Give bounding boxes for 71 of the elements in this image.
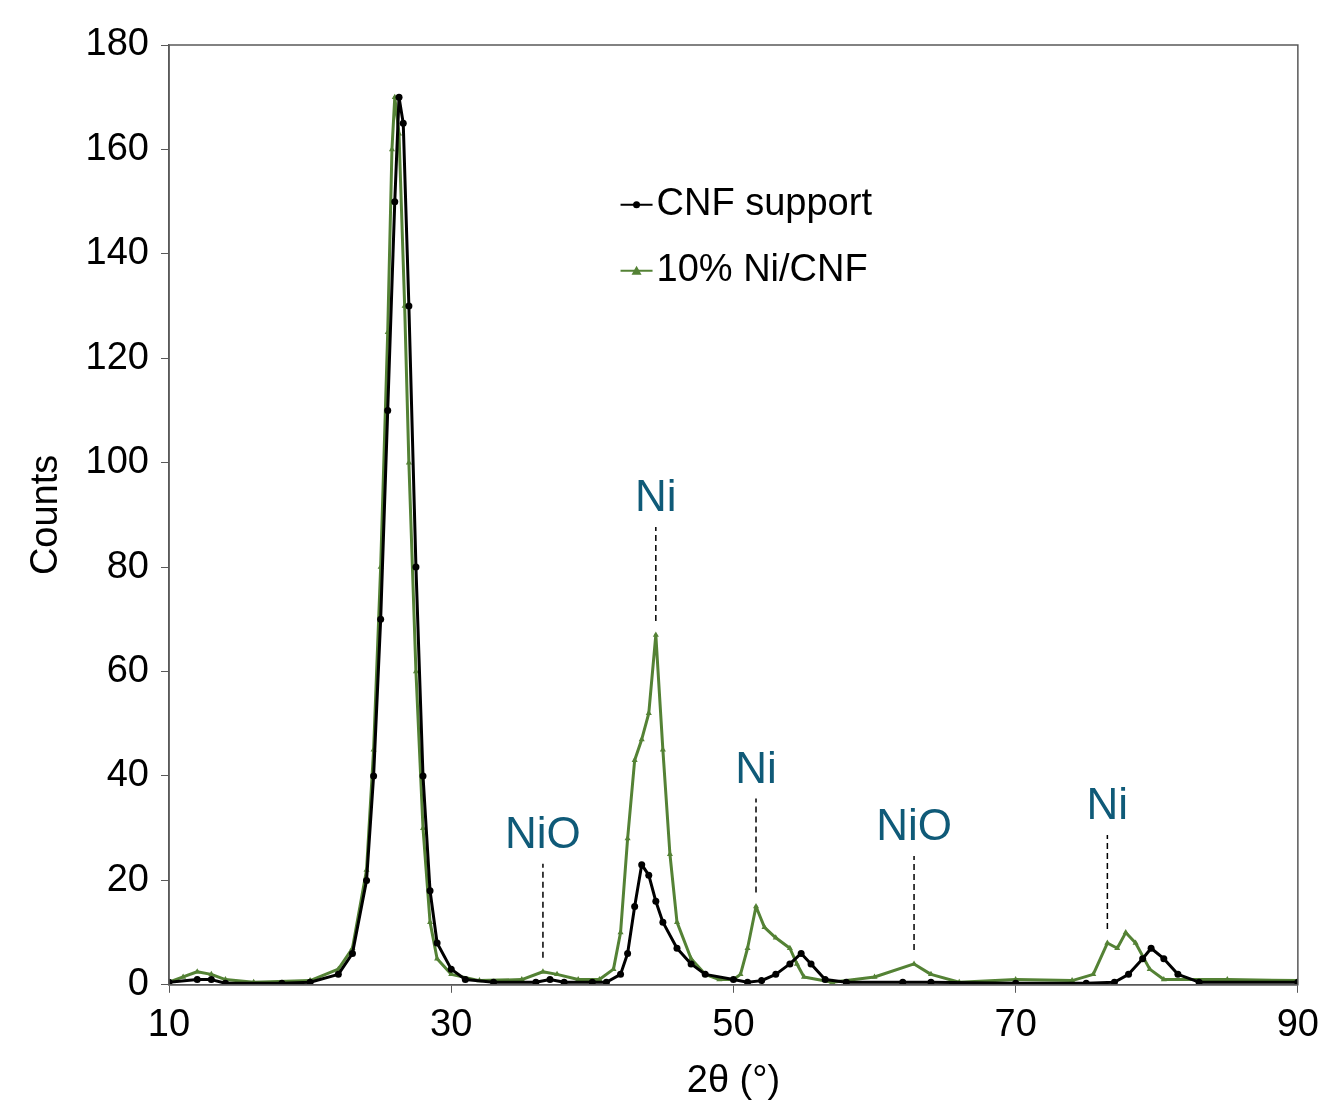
point [433,939,441,947]
y-tick-label: 20 [106,856,149,899]
point [1125,970,1133,978]
point [1110,978,1118,985]
point [1147,944,1155,952]
x-tick-label: 90 [1276,1002,1320,1045]
point [348,949,356,957]
point [412,563,420,571]
y-tick-label: 80 [106,543,149,586]
point [772,970,780,978]
point [638,861,646,869]
y-axis-title: Counts [23,454,66,576]
point [617,970,625,978]
y-tick-label: 0 [127,961,149,1004]
point [1174,970,1182,978]
point [652,897,660,905]
point [842,978,850,985]
point [588,978,596,985]
point [758,977,766,985]
point [405,302,413,310]
point [419,772,427,780]
y-tick-label: 180 [85,21,149,64]
x-tick-label: 70 [994,1002,1037,1045]
x-tick-label: 30 [430,1002,473,1045]
point [370,772,378,780]
legend-label: CNF support [656,181,873,224]
point [631,902,639,910]
point [821,976,829,984]
y-tick-label: 160 [85,125,149,168]
x-tick-label: 10 [147,1002,191,1045]
point [384,406,392,414]
annotation: NiO [876,800,952,850]
y-tick-label: 100 [85,439,149,482]
point [334,970,342,978]
point [673,944,681,952]
point [395,93,403,101]
x-axis-title: 2θ (°) [686,1057,781,1100]
point [1139,955,1147,963]
y-tick-label: 60 [106,648,149,691]
point [687,960,695,968]
point [447,965,455,973]
point [807,960,815,968]
point [602,978,610,985]
point [624,949,632,957]
y-tick-label: 140 [85,230,149,273]
point [490,978,498,985]
point [645,871,653,879]
annotation: NiO [505,807,581,857]
point [391,198,399,206]
point [899,978,907,985]
point [193,976,201,984]
point [744,978,752,985]
x-tick-label: 50 [712,1002,755,1045]
point [426,887,434,895]
point [659,918,667,926]
point [461,976,469,984]
point [797,949,805,957]
point [532,978,540,985]
point [207,976,215,984]
legend-label: 10% Ni/CNF [656,247,868,290]
annotation: Ni [635,471,677,521]
point [786,960,794,968]
point [377,615,385,623]
y-tick-label: 40 [106,752,149,795]
annotation: Ni [1086,779,1129,829]
point [399,119,407,127]
point [546,976,554,984]
y-tick-label: 120 [85,334,149,377]
point [363,876,371,884]
point [1160,955,1168,963]
annotation: Ni [735,742,777,792]
